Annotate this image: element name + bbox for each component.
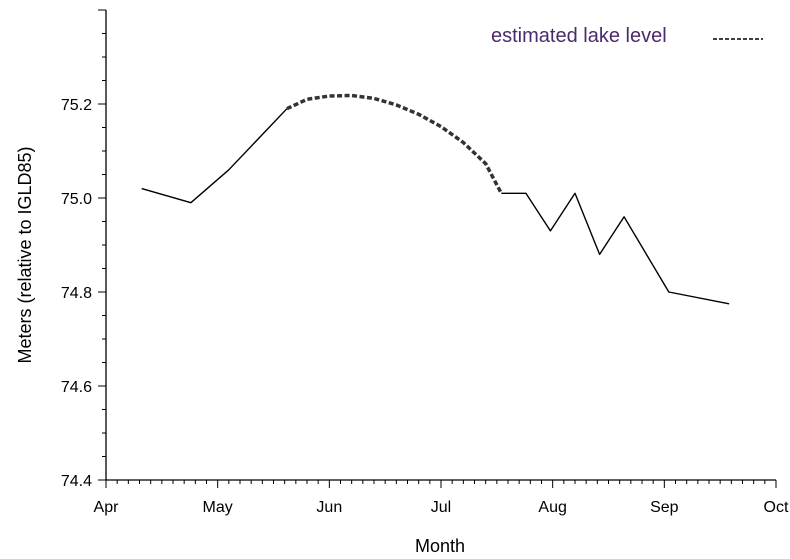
legend: estimated lake level [491,25,763,47]
y-tick-label: 74.6 [61,379,92,396]
y-axis-label: Meters (relative to IGLD85) [15,146,35,363]
y-tick-label: 75.2 [61,97,92,114]
series-line-estimated [286,93,503,195]
x-tick-label: Jun [316,499,342,516]
x-tick-label: May [203,499,233,516]
x-tick-label: Aug [538,499,566,516]
x-tick-label: Oct [764,499,789,516]
x-tick-label: Jul [431,499,451,516]
y-tick-label: 74.4 [61,473,92,490]
series-line-observed [141,108,288,204]
legend-label: estimated lake level [491,25,667,47]
y-tick-label: 75.0 [61,191,92,208]
x-tick-label: Apr [94,499,120,516]
y-axis-ticks: 74.4 74.6 74.8 75.0 75.2 [61,9,106,490]
x-axis-label: Month [415,536,465,556]
x-tick-label: Sep [650,499,679,516]
plot-area: Apr May Jun Jul Aug Sep Oct 74.4 74.6 74.8 75.0 75… [61,9,789,516]
series-line-observed [501,192,730,305]
x-axis-ticks: Apr May Jun Jul Aug Sep Oct [94,480,789,516]
series-layer [141,93,730,305]
y-tick-label: 74.8 [61,285,92,302]
